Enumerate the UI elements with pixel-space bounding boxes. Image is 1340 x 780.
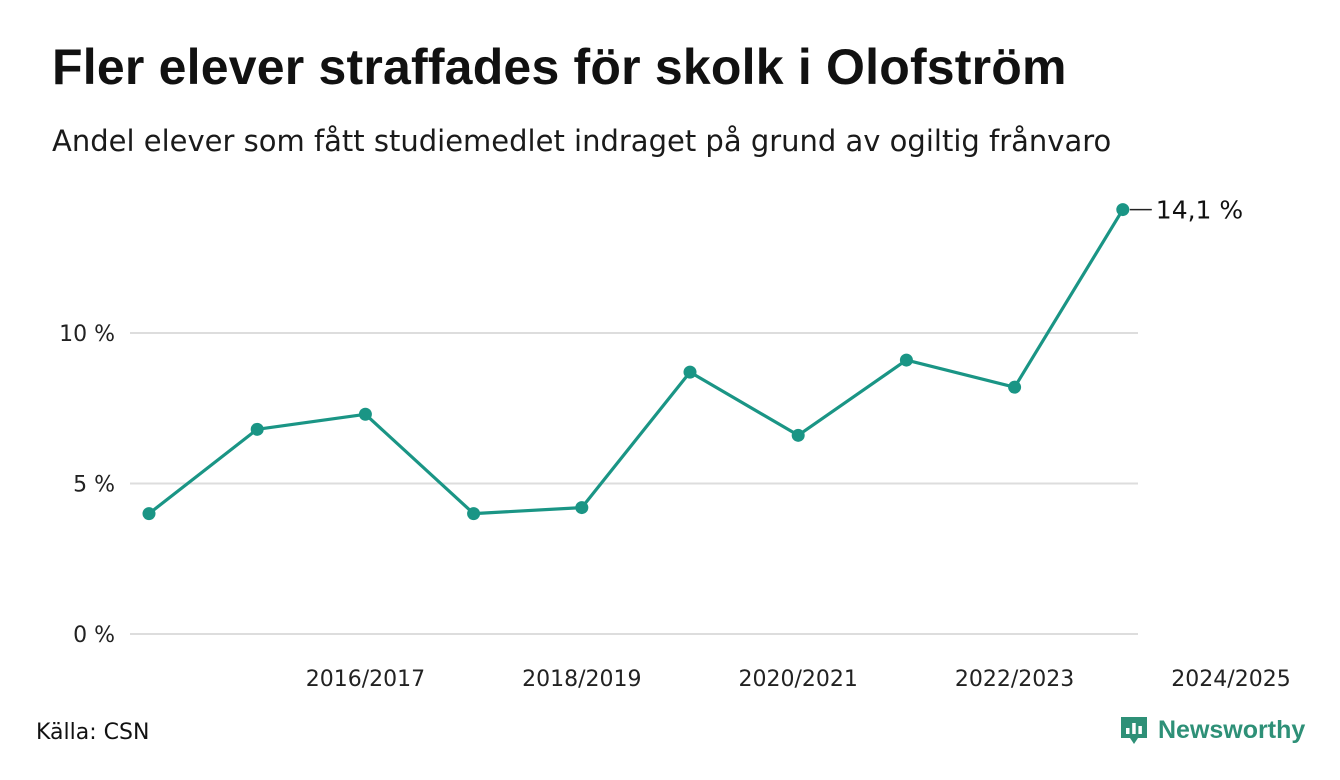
- series-line-layer: [147, 208, 1125, 516]
- y-tick-label: 10 %: [59, 322, 115, 347]
- data-point: [250, 422, 264, 436]
- end-value-label: 14,1 %: [1156, 196, 1243, 225]
- x-axis-ticks: 2016/2017 2018/2019 2020/2021 2022/2023 2024…: [306, 667, 1291, 692]
- chart-title: Fler elever straffades för skolk i Olofs…: [52, 39, 1067, 95]
- data-point: [358, 407, 372, 421]
- data-point: [1116, 203, 1130, 217]
- x-tick-label: 2020/2021: [739, 667, 858, 692]
- newsworthy-logo-icon: [1121, 717, 1147, 744]
- x-tick-label: 2018/2019: [522, 667, 641, 692]
- x-tick-label: 2022/2023: [955, 667, 1074, 692]
- x-tick-label: 2016/2017: [306, 667, 425, 692]
- data-point: [575, 501, 589, 515]
- y-axis-ticks: 0 % 5 % 10 %: [59, 322, 115, 648]
- data-point: [899, 353, 913, 367]
- x-tick-label: 2024/2025: [1171, 667, 1290, 692]
- data-point: [791, 428, 805, 442]
- source-note: Källa: CSN: [36, 720, 150, 745]
- data-point: [467, 507, 481, 521]
- brand-name: Newsworthy: [1158, 715, 1306, 744]
- end-label-layer: 14,1 %: [1129, 196, 1243, 225]
- chart-subtitle: Andel elever som fått studiemedlet indra…: [52, 124, 1112, 158]
- data-point: [142, 507, 156, 521]
- line-chart: 0 %5 %10 % 2016/2017 2018/2019 2020/2021 20…: [59, 196, 1291, 692]
- data-point: [683, 365, 697, 379]
- gridlines: [130, 332, 1138, 635]
- y-tick-label: 5 %: [73, 473, 115, 498]
- y-tick-label: 0 %: [73, 623, 115, 648]
- data-point: [1008, 380, 1022, 394]
- series-line: [147, 208, 1125, 516]
- brand-logo: Newsworthy: [1118, 714, 1305, 746]
- series-points: [142, 203, 1130, 521]
